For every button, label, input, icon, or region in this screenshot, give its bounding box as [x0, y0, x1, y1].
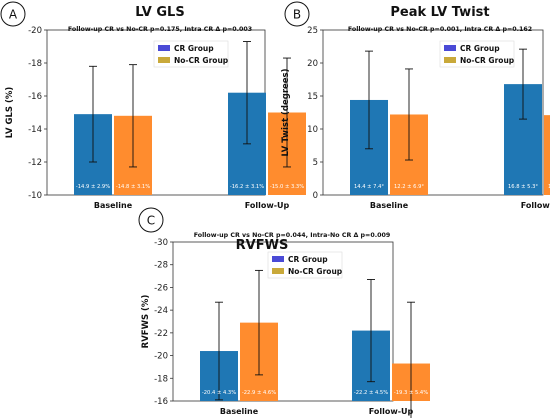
panel-letter: C	[147, 214, 155, 228]
data-label: 12.1 ± 4.2°	[548, 184, 550, 190]
panel-letter-circle	[138, 207, 164, 233]
chart-title: Peak LV Twist	[390, 5, 489, 20]
y-tick-label: -22	[154, 329, 168, 339]
x-tick-label: Follow-Up	[245, 201, 290, 210]
panel-letter-circle	[284, 1, 310, 27]
y-tick-label: -18	[154, 374, 168, 384]
chart-subtitle: Follow-up CR vs No-CR p=0.001, Intra CR …	[348, 26, 532, 33]
panel-letter: B	[293, 8, 301, 22]
legend-swatch	[158, 57, 170, 63]
y-tick-label: -20	[28, 26, 42, 36]
panel-c: -30 -28 -26 -24 -22 -20 -18 -16 RVFWS (%) -20.4 ±…	[138, 207, 430, 418]
legend-swatch	[444, 57, 456, 63]
chart-subtitle: Follow-up CR vs No-CR p=0.044, Intra-No …	[194, 232, 391, 239]
y-tick-label: 5	[313, 158, 318, 168]
y-tick-label: -24	[154, 306, 168, 316]
bar-no-cr-groupfollow-up	[544, 115, 550, 195]
y-tick-label: -18	[28, 59, 42, 69]
y-axis-label: LV Twist (degrees)	[281, 68, 291, 156]
panel-b: 0 5 10 15 20 25 LV Twist (degrees) 14.4 ± 7.4° 1…	[281, 1, 550, 210]
panel-letter: A	[9, 8, 18, 22]
data-label: -14.9 ± 2.9%	[76, 184, 110, 190]
y-tick-label: -16	[28, 92, 42, 102]
data-label: -15.0 ± 3.3%	[270, 184, 304, 190]
data-label: -22.9 ± 4.6%	[242, 390, 276, 396]
data-label: 12.2 ± 6.9°	[394, 184, 424, 190]
y-tick-label: 0	[313, 191, 318, 201]
chart-subtitle: Follow-up CR vs No-CR p=0.175, Intra CR …	[68, 26, 252, 33]
x-tick-label: Baseline	[370, 201, 409, 210]
y-tick-label: -28	[154, 261, 168, 271]
legend-label: No-CR Group	[174, 56, 229, 65]
data-label: -14.8 ± 3.1%	[116, 184, 150, 190]
y-axis-label: RVFWS (%)	[141, 295, 151, 349]
panel-a: -20 -18 -16 -14 -12 -10 LV GLS (%) -14.9 ± 2.9%…	[0, 1, 306, 210]
data-label: -20.4 ± 4.3%	[202, 390, 236, 396]
x-tick-label: Follow-Up	[521, 201, 550, 210]
y-tick-label: -30	[154, 238, 168, 248]
plot-frame	[322, 29, 544, 196]
plot-frame	[172, 241, 394, 402]
legend-swatch	[272, 256, 284, 262]
legend-label: CR Group	[288, 255, 328, 264]
y-tick-label: 20	[307, 59, 318, 69]
data-label: 16.8 ± 5.3°	[508, 184, 538, 190]
data-label: -19.3 ± 5.4%	[394, 390, 428, 396]
y-tick-label: 25	[307, 26, 318, 36]
y-tick-label: -16	[154, 397, 168, 407]
y-tick-label: 15	[307, 92, 318, 102]
legend-swatch	[444, 45, 456, 51]
legend-swatch	[158, 45, 170, 51]
x-tick-label: Baseline	[220, 407, 259, 416]
data-label: -22.2 ± 4.5%	[354, 390, 388, 396]
x-tick-label: Follow-Up	[369, 407, 414, 416]
y-axis-label: LV GLS (%)	[5, 87, 15, 139]
y-tick-label: -20	[154, 352, 168, 362]
data-label: -16.2 ± 3.1%	[230, 184, 264, 190]
y-tick-label: 10	[307, 125, 318, 135]
x-tick-label: Baseline	[94, 201, 133, 210]
y-tick-label: -14	[28, 125, 42, 135]
legend-label: No-CR Group	[288, 267, 343, 276]
panel-letter-circle	[0, 1, 26, 27]
legend-label: CR Group	[174, 44, 214, 53]
legend-swatch	[272, 268, 284, 274]
legend-label: No-CR Group	[460, 56, 515, 65]
data-label: 14.4 ± 7.4°	[354, 184, 384, 190]
chart-title: RVFWS	[236, 238, 289, 253]
y-tick-label: -10	[28, 191, 42, 201]
y-tick-label: -12	[28, 158, 42, 168]
legend-label: CR Group	[460, 44, 500, 53]
chart-title: LV GLS	[135, 5, 184, 20]
y-tick-label: -26	[154, 283, 168, 293]
